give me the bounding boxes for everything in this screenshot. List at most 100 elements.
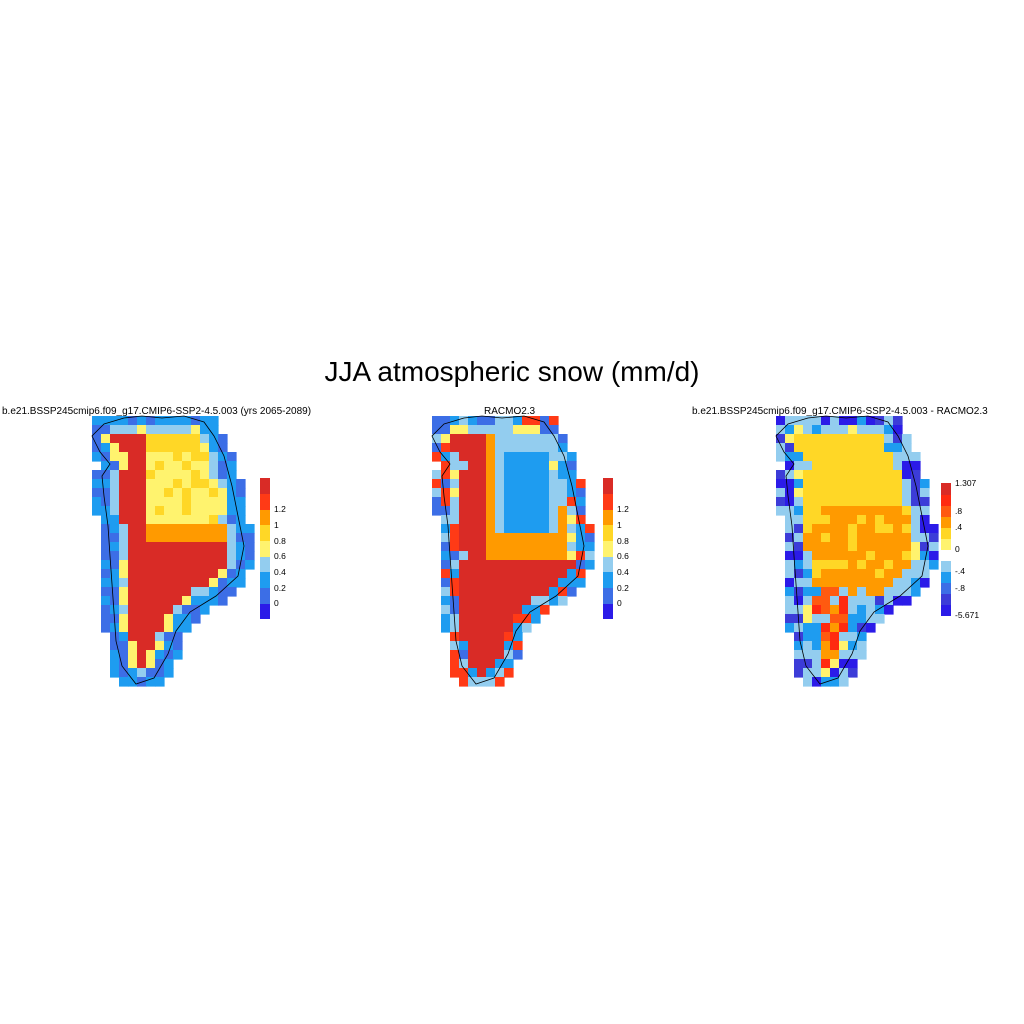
grid-cell <box>794 659 804 669</box>
grid-cell <box>459 443 469 453</box>
grid-cell <box>110 650 120 660</box>
grid-cell <box>137 416 147 426</box>
grid-cell <box>486 461 496 471</box>
grid-cell <box>848 443 858 453</box>
grid-cell <box>875 569 885 579</box>
grid-cell <box>866 551 876 561</box>
grid-cell <box>119 641 129 651</box>
grid-cell <box>432 425 442 435</box>
grid-cell <box>459 542 469 552</box>
grid-cell <box>110 488 120 498</box>
grid-cell <box>531 434 541 444</box>
grid-cell <box>227 560 237 570</box>
grid-cell <box>929 533 939 543</box>
grid-cell <box>128 650 138 660</box>
grid-cell <box>146 623 156 633</box>
grid-cell <box>101 533 111 543</box>
grid-cell <box>857 641 867 651</box>
grid-cell <box>477 632 487 642</box>
grid-cell <box>164 542 174 552</box>
grid-cell <box>173 497 183 507</box>
grid-cell <box>441 605 451 615</box>
grid-cell <box>200 434 210 444</box>
grid-cell <box>875 560 885 570</box>
grid-cell <box>495 506 505 516</box>
grid-cell <box>776 497 786 507</box>
grid-cell <box>513 614 523 624</box>
colorbar-tick-label: .4 <box>955 522 963 532</box>
grid-cell <box>558 524 568 534</box>
grid-cell <box>468 551 478 561</box>
grid-cell <box>218 479 228 489</box>
grid-cell <box>911 560 921 570</box>
grid-cell <box>803 461 813 471</box>
colorbar-tick-label: .8 <box>955 505 963 516</box>
grid-cell <box>558 560 568 570</box>
grid-cell <box>218 551 228 561</box>
grid-cell <box>857 632 867 642</box>
grid-cell <box>477 434 487 444</box>
grid-cell <box>875 578 885 588</box>
grid-cell <box>182 605 192 615</box>
grid-cell <box>821 668 831 678</box>
grid-cell <box>245 551 255 561</box>
grid-cell <box>848 569 858 579</box>
grid-cell <box>848 614 858 624</box>
grid-cell <box>929 560 939 570</box>
grid-cell <box>875 488 885 498</box>
grid-cell <box>146 569 156 579</box>
grid-cell <box>119 443 129 453</box>
grid-cell <box>893 569 903 579</box>
grid-cell <box>812 416 822 426</box>
grid-cell <box>459 578 469 588</box>
grid-cell <box>848 542 858 552</box>
grid-cell <box>486 443 496 453</box>
grid-cell <box>902 443 912 453</box>
greenland-map-racmo <box>431 415 595 687</box>
grid-cell <box>101 623 111 633</box>
grid-cell <box>857 443 867 453</box>
grid-cell <box>450 425 460 435</box>
grid-cell <box>155 641 165 651</box>
grid-cell <box>486 578 496 588</box>
grid-cell <box>803 443 813 453</box>
grid-cell <box>794 569 804 579</box>
grid-cell <box>92 497 102 507</box>
grid-cell <box>101 569 111 579</box>
grid-cell <box>477 542 487 552</box>
grid-cell <box>209 587 219 597</box>
grid-cell <box>776 479 786 489</box>
colorbar-box <box>941 527 951 539</box>
grid-cell <box>137 632 147 642</box>
grid-cell <box>567 533 577 543</box>
grid-cell <box>812 605 822 615</box>
grid-cell <box>128 551 138 561</box>
grid-cell <box>576 578 586 588</box>
grid-cell <box>540 515 550 525</box>
grid-cell <box>902 506 912 516</box>
grid-cell <box>830 542 840 552</box>
grid-cell <box>540 578 550 588</box>
grid-cell <box>839 578 849 588</box>
grid-cell <box>137 587 147 597</box>
grid-cell <box>137 551 147 561</box>
grid-cell <box>92 506 102 516</box>
grid-cell <box>839 533 849 543</box>
grid-cell <box>164 434 174 444</box>
grid-cell <box>812 650 822 660</box>
grid-cell <box>875 605 885 615</box>
grid-cell <box>866 569 876 579</box>
grid-cell <box>200 452 210 462</box>
grid-cell <box>128 560 138 570</box>
coastline <box>775 415 929 685</box>
grid-cell <box>866 605 876 615</box>
grid-cell <box>191 452 201 462</box>
grid-cell <box>477 596 487 606</box>
grid-cell <box>549 479 559 489</box>
grid-cell <box>839 488 849 498</box>
grid-cell <box>468 416 478 426</box>
colorbar-box <box>603 540 613 557</box>
grid-cell <box>875 551 885 561</box>
grid-cell <box>567 515 577 525</box>
grid-cell <box>110 497 120 507</box>
